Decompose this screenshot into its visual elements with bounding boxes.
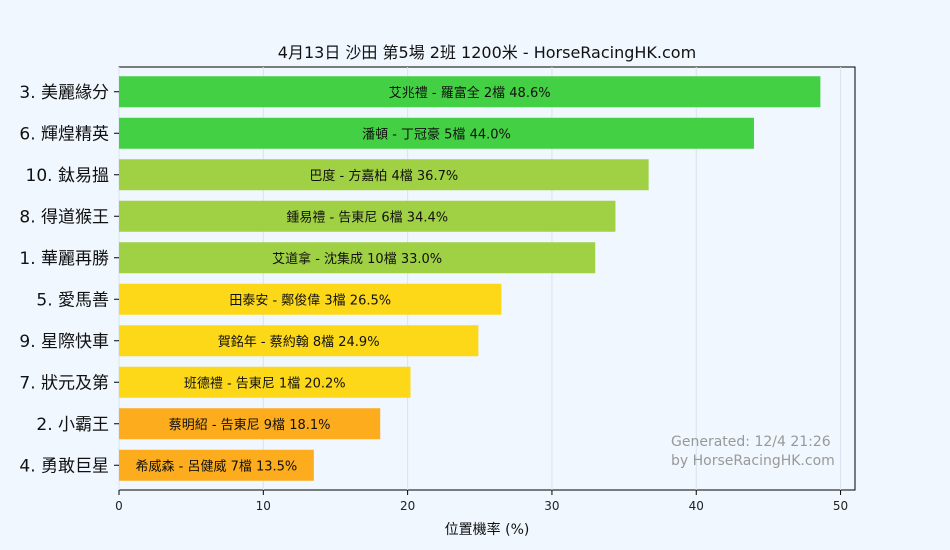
bar [119, 242, 596, 274]
bar-data-label: 鍾易禮 - 告東尼 6檔 34.4% [286, 209, 448, 225]
x-tick-label: 30 [544, 499, 559, 513]
category-label: 1. 華麗再勝 [19, 249, 109, 269]
bar [119, 76, 821, 108]
bar [119, 200, 616, 232]
x-tick-label: 20 [400, 499, 415, 513]
bar [119, 117, 754, 149]
bar-data-label: 艾兆禮 - 羅富全 2檔 48.6% [389, 85, 551, 101]
bar [119, 408, 381, 440]
x-tick-label: 0 [115, 499, 123, 513]
category-label: 9. 星際快車 [19, 332, 109, 352]
x-tick-label: 40 [689, 499, 704, 513]
category-label: 10. 鈦易搵 [26, 166, 109, 186]
category-labels: 3. 美麗緣分 6. 輝煌精英 10. 鈦易搵 8. 得道猴王 1. 華麗再勝 5. 愛馬… [19, 83, 119, 476]
x-tick-label: 10 [256, 499, 271, 513]
x-axis-label: 位置機率 (%) [445, 521, 530, 538]
bar [119, 159, 649, 191]
category-label: 4. 勇敢巨星 [19, 456, 109, 476]
bar-data-label: 潘頓 - 丁冠豪 5檔 44.0% [362, 126, 511, 142]
category-label: 6. 輝煌精英 [19, 124, 109, 144]
bar-data-label: 希威森 - 呂健威 7檔 13.5% [136, 459, 298, 474]
bar-data-label: 班德禮 - 告東尼 1檔 20.2% [184, 375, 346, 391]
category-label: 2. 小霸王 [36, 415, 109, 435]
bar-data-label: 蔡明紹 - 告東尼 9檔 18.1% [169, 417, 331, 433]
bar [119, 325, 479, 357]
category-label: 5. 愛馬善 [36, 290, 109, 310]
bar [119, 366, 411, 398]
chart-title: 4月13日 沙田 第5場 2班 1200米 - HorseRacingHK.co… [278, 43, 696, 62]
bar-data-label: 巴度 - 方嘉柏 4檔 36.7% [309, 168, 458, 184]
watermark-site: by HorseRacingHK.com [671, 453, 835, 469]
category-label: 7. 狀元及第 [19, 373, 109, 393]
bar-data-label: 賀銘年 - 蔡約翰 8檔 24.9% [218, 335, 380, 350]
bar-data-label: 田泰安 - 鄭俊偉 3檔 26.5% [229, 293, 391, 308]
category-label: 3. 美麗緣分 [19, 83, 109, 103]
bar-data-label: 艾道拿 - 沈集成 10檔 33.0% [272, 251, 442, 267]
watermark-generated: Generated: 12/4 21:26 [671, 434, 831, 450]
bar [119, 283, 502, 315]
bars: 艾兆禮 - 羅富全 2檔 48.6% 潘頓 - 丁冠豪 5檔 44.0% 巴度 - … [119, 76, 821, 481]
category-label: 8. 得道猴王 [19, 207, 109, 227]
x-tick-label: 50 [833, 499, 848, 513]
x-ticks: 0 10 20 30 40 50 [115, 490, 848, 513]
bar [119, 449, 314, 481]
